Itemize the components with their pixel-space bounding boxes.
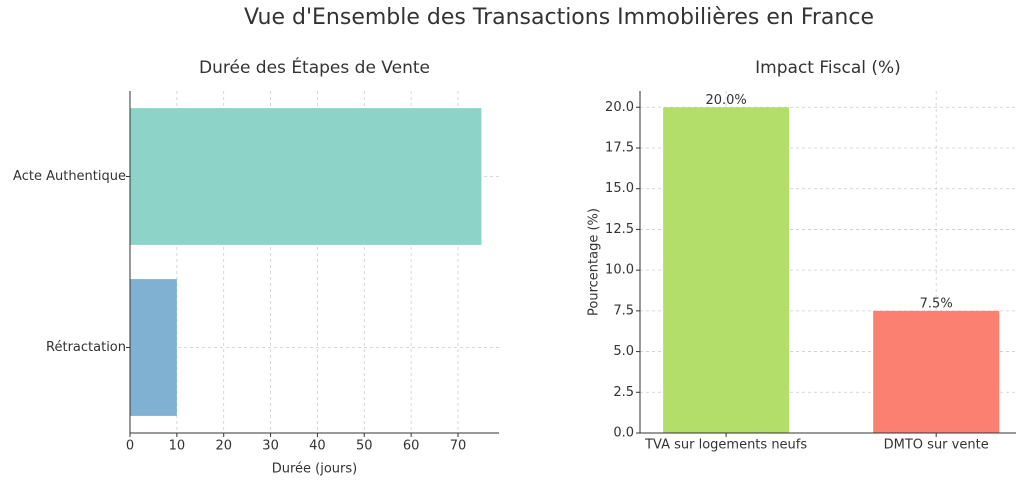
y-tick-label: 12.5 [605, 222, 634, 237]
figure-title: Vue d'Ensemble des Transactions Immobili… [244, 5, 874, 30]
y-tick-label: 17.5 [605, 141, 634, 156]
bar [873, 310, 1000, 433]
y-tick-label: 0.0 [613, 426, 634, 441]
y-tick-label: 10.0 [605, 263, 634, 278]
value-label: 7.5% [920, 296, 953, 311]
x-tick-label: 10 [169, 439, 186, 454]
x-tick-label: 40 [309, 439, 326, 454]
x-tick-label: 0 [126, 439, 134, 454]
bar [663, 107, 790, 434]
chart-title: Impact Fiscal (%) [755, 58, 901, 78]
value-label: 20.0% [705, 93, 746, 108]
x-tick-label: 70 [450, 439, 467, 454]
x-tick-label: 20 [215, 439, 232, 454]
x-tick-label: 30 [262, 439, 279, 454]
bar [130, 108, 482, 245]
y-axis-label: Pourcentage (%) [587, 208, 602, 316]
y-tick-label: Rétractation [46, 340, 126, 355]
y-tick-label: 7.5 [613, 303, 634, 318]
chart-title: Durée des Étapes de Vente [199, 56, 430, 78]
x-tick-label: DMTO sur vente [884, 438, 989, 453]
y-tick-label: 15.0 [605, 181, 634, 196]
y-tick-label: 20.0 [605, 100, 634, 115]
x-axis-label: Durée (jours) [272, 462, 358, 477]
x-tick-label: TVA sur logements neufs [644, 438, 807, 453]
x-tick-label: 60 [403, 439, 420, 454]
bar [130, 279, 177, 416]
y-tick-label: 2.5 [613, 385, 634, 400]
y-tick-label: 5.0 [613, 344, 634, 359]
y-tick-label: Acte Authentique [13, 169, 126, 184]
x-tick-label: 50 [356, 439, 373, 454]
